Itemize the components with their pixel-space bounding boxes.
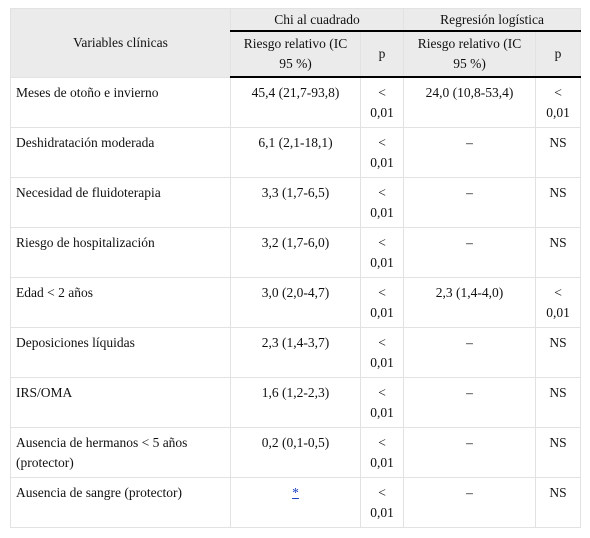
table-cell: NS — [535, 226, 582, 278]
table-cell: Ausencia de hermanos < 5 años (protector… — [10, 426, 231, 478]
table-row: Ausencia de hermanos < 5 años (protector… — [10, 426, 582, 478]
table-cell: < 0,01 — [359, 176, 405, 228]
header-cell: p — [535, 30, 582, 78]
table-cell: – — [403, 376, 537, 428]
table-cell: < 0,01 — [359, 326, 405, 378]
group-header: Regresión logística — [403, 8, 582, 32]
header-cell: Riesgo relativo (IC 95 %) — [230, 30, 361, 78]
table-cell: NS — [535, 426, 582, 478]
table-header: Variables clínicas Chi al cuadrado Regre… — [10, 8, 582, 78]
table-cell: 3,2 (1,7-6,0) — [230, 226, 361, 278]
table-cell: Riesgo de hospitalización — [10, 226, 231, 278]
table-cell: Meses de otoño e invierno — [10, 76, 231, 128]
table-cell: < 0,01 — [359, 126, 405, 178]
table-cell: < 0,01 — [535, 276, 582, 328]
table-cell: Necesidad de fluidoterapia — [10, 176, 231, 228]
group-header: Chi al cuadrado — [229, 8, 405, 32]
table-cell: < 0,01 — [359, 276, 405, 328]
table-cell: – — [403, 326, 537, 378]
table-cell: 45,4 (21,7-93,8) — [230, 76, 361, 128]
table-cell: 2,3 (1,4-3,7) — [230, 326, 361, 378]
table-cell: 0,2 (0,1-0,5) — [230, 426, 361, 478]
table-cell: 1,6 (1,2-2,3) — [230, 376, 361, 428]
table-cell: NS — [535, 376, 582, 428]
table-body: Meses de otoño e invierno 45,4 (21,7-93,8… — [10, 76, 582, 528]
table-row: Meses de otoño e invierno 45,4 (21,7-93,8… — [10, 76, 582, 128]
table-cell: < 0,01 — [359, 76, 405, 128]
results-table: Variables clínicas Chi al cuadrado Regre… — [10, 8, 582, 528]
table-row: Ausencia de sangre (protector) * < 0,01– NS — [10, 476, 582, 528]
table-cell: Deposiciones líquidas — [10, 326, 231, 378]
table-cell: < 0,01 — [359, 376, 405, 428]
table-cell: < 0,01 — [535, 76, 582, 128]
table-cell: Edad < 2 años — [10, 276, 231, 328]
table-cell: 3,0 (2,0-4,7) — [230, 276, 361, 328]
table-row: Riesgo de hospitalización 3,2 (1,7-6,0) < … — [10, 226, 582, 278]
table-cell: < 0,01 — [359, 426, 405, 478]
table-cell: NS — [535, 326, 582, 378]
header-cell: Variables clínicas — [10, 8, 231, 77]
header-row: Riesgo relativo (IC 95 %) p Riesgo relat… — [11, 30, 582, 78]
header-row: Variables clínicas Chi al cuadrado Regre… — [10, 8, 582, 77]
table-cell: 6,1 (2,1-18,1) — [230, 126, 361, 178]
table-cell: Ausencia de sangre (protector) — [10, 476, 231, 528]
table-cell: IRS/OMA — [10, 376, 231, 428]
table-cell: – — [403, 476, 537, 528]
table-cell: NS — [535, 126, 582, 178]
table-cell: < 0,01 — [359, 226, 405, 278]
table-cell: – — [403, 176, 537, 228]
table-cell: 24,0 (10,8-53,4) — [403, 76, 537, 128]
table-cell: 2,3 (1,4-4,0) — [403, 276, 537, 328]
table-cell: Deshidratación moderada — [10, 126, 231, 178]
table-row: IRS/OMA 1,6 (1,2-2,3) < 0,01– NS — [10, 376, 582, 428]
table-row: Deposiciones líquidas 2,3 (1,4-3,7) < 0,01… — [10, 326, 582, 378]
table-row: Edad < 2 años 3,0 (2,0-4,7) < 0,01 2,3 (1,4… — [10, 276, 582, 328]
table-cell: * — [230, 476, 361, 528]
table-cell: – — [403, 126, 537, 178]
footnote-link[interactable]: * — [292, 484, 299, 500]
table-cell: – — [403, 426, 537, 478]
table-cell: NS — [535, 176, 582, 228]
table-cell: – — [403, 226, 537, 278]
table-cell: NS — [535, 476, 582, 528]
table-cell: < 0,01 — [359, 476, 405, 528]
header-cell: Riesgo relativo (IC 95 %) — [403, 30, 537, 78]
table-row: Deshidratación moderada 6,1 (2,1-18,1) < 0… — [10, 126, 582, 178]
table-cell: 3,3 (1,7-6,5) — [230, 176, 361, 228]
header-cell: p — [359, 30, 405, 78]
table-row: Necesidad de fluidoterapia 3,3 (1,7-6,5) <… — [10, 176, 582, 228]
